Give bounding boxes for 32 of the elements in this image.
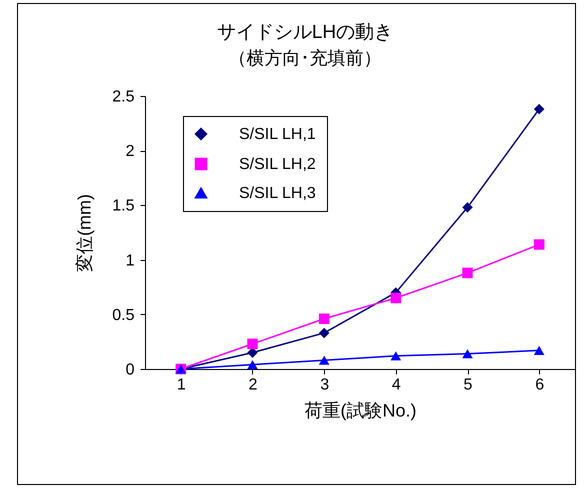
y-tick-label: 2 bbox=[126, 143, 135, 160]
point bbox=[462, 349, 473, 358]
legend-label: S/SIL LH,1 bbox=[239, 126, 316, 143]
point bbox=[462, 268, 473, 278]
chart-subtitle: （横方向･充填前） bbox=[228, 48, 382, 68]
point bbox=[247, 360, 258, 370]
point bbox=[534, 346, 544, 355]
point bbox=[318, 314, 330, 324]
legend-label: S/SIL LH,3 bbox=[239, 185, 316, 202]
x-tick-label: 4 bbox=[392, 376, 401, 394]
y-tick-label: 0.5 bbox=[112, 306, 135, 324]
x-axis-title: 荷重(試験No.) bbox=[304, 400, 416, 420]
x-tick-label: 6 bbox=[535, 376, 544, 394]
legend-label: S/SIL LH,2 bbox=[239, 156, 316, 173]
point bbox=[318, 328, 330, 338]
point bbox=[534, 104, 544, 114]
chart-title: サイドシルLHの動き bbox=[216, 22, 394, 43]
point bbox=[534, 239, 544, 250]
y-tick-label: 1 bbox=[126, 252, 135, 270]
x-tick-label: 2 bbox=[248, 376, 258, 394]
x-tick-label: 1 bbox=[176, 376, 186, 394]
x-tick-label: 5 bbox=[464, 376, 473, 394]
y-tick-label: 1.5 bbox=[112, 198, 135, 215]
point bbox=[390, 292, 402, 304]
point bbox=[390, 351, 402, 360]
point bbox=[318, 356, 330, 365]
point bbox=[462, 202, 473, 213]
x-tick-label: 3 bbox=[320, 376, 330, 394]
y-tick-label: 0 bbox=[126, 362, 135, 378]
y-axis-title: 変位(mm) bbox=[74, 194, 94, 272]
point bbox=[247, 338, 258, 350]
y-tick-label: 2.5 bbox=[112, 88, 135, 106]
